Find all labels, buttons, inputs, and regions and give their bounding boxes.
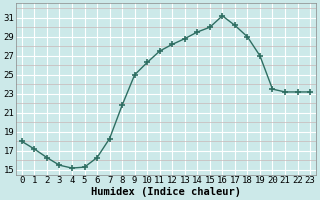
X-axis label: Humidex (Indice chaleur): Humidex (Indice chaleur) — [91, 186, 241, 197]
